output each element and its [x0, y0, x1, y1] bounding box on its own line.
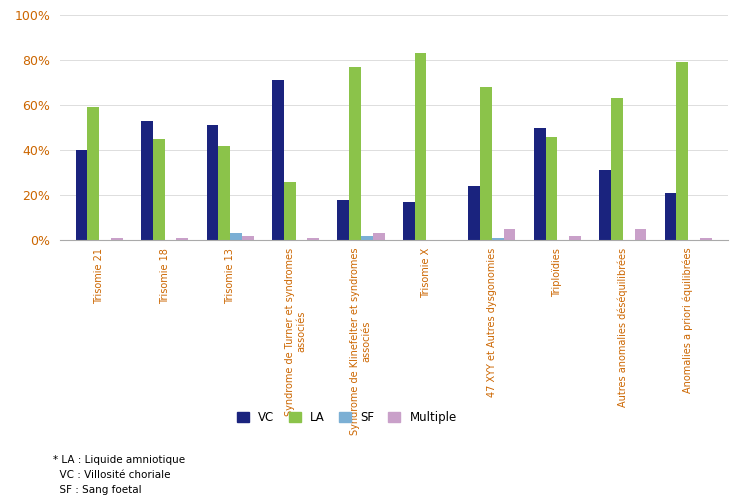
- Bar: [504, 229, 515, 240]
- Bar: [676, 62, 688, 240]
- Bar: [230, 233, 242, 240]
- Bar: [206, 125, 218, 240]
- Bar: [272, 80, 284, 240]
- Bar: [700, 238, 712, 240]
- Bar: [373, 233, 385, 240]
- Legend: VC, LA, SF, Multiple: VC, LA, SF, Multiple: [233, 408, 460, 428]
- Bar: [634, 229, 646, 240]
- Text: * LA : Liquide amniotique
  VC : Villosité choriale
  SF : Sang foetal: * LA : Liquide amniotique VC : Villosité…: [53, 456, 184, 495]
- Bar: [338, 200, 350, 240]
- Bar: [141, 120, 153, 240]
- Bar: [111, 238, 123, 240]
- Bar: [664, 192, 676, 240]
- Bar: [534, 128, 545, 240]
- Bar: [153, 138, 165, 240]
- Bar: [76, 150, 88, 240]
- Bar: [176, 238, 188, 240]
- Bar: [361, 236, 373, 240]
- Bar: [611, 98, 622, 240]
- Bar: [599, 170, 611, 240]
- Bar: [308, 238, 320, 240]
- Bar: [468, 186, 480, 240]
- Bar: [415, 53, 427, 240]
- Bar: [88, 108, 99, 240]
- Bar: [218, 146, 230, 240]
- Bar: [284, 182, 296, 240]
- Bar: [569, 236, 581, 240]
- Bar: [242, 236, 254, 240]
- Bar: [350, 66, 361, 240]
- Bar: [480, 87, 492, 240]
- Bar: [403, 202, 415, 240]
- Bar: [545, 136, 557, 240]
- Bar: [492, 238, 504, 240]
